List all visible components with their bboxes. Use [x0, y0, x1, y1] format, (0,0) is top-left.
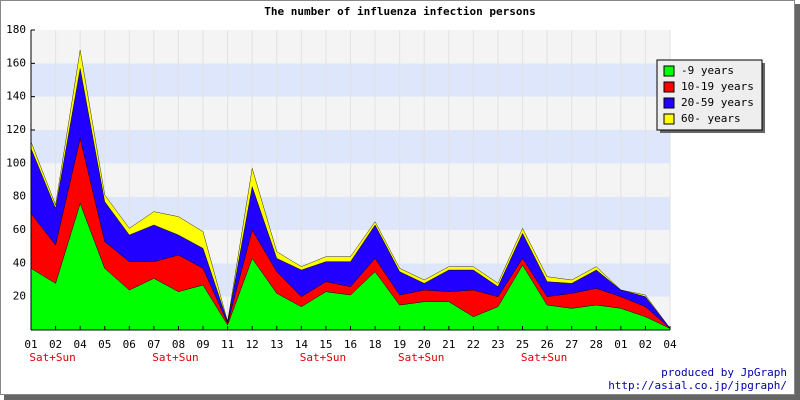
chart-title: The number of influenza infection person… [264, 5, 536, 18]
x-sublabel: Sat+Sun [29, 351, 75, 364]
x-tick-label: 22 [467, 338, 480, 351]
x-tick-label: 08 [172, 338, 185, 351]
x-tick-label: 12 [246, 338, 259, 351]
legend-label: 10-19 years [681, 80, 754, 93]
x-tick-label: 02 [639, 338, 652, 351]
y-tick-label: 100 [6, 156, 26, 169]
x-tick-label: 04 [663, 338, 677, 351]
x-tick-label: 26 [540, 338, 553, 351]
y-tick-label: 60 [13, 223, 26, 236]
legend-label: -9 years [681, 64, 734, 77]
x-tick-label: 25 [516, 338, 529, 351]
x-sublabel: Sat+Sun [398, 351, 444, 364]
x-tick-label: 01 [614, 338, 627, 351]
x-tick-label: 18 [368, 338, 381, 351]
x-tick-label: 05 [98, 338, 111, 351]
legend-label: 20-59 years [681, 96, 754, 109]
legend-swatch [663, 97, 675, 109]
legend-swatch [663, 65, 675, 77]
legend-swatch [663, 81, 675, 93]
footer-url: http://asial.co.jp/jpgraph/ [608, 379, 787, 392]
y-tick-label: 20 [13, 290, 26, 303]
x-tick-label: 13 [270, 338, 283, 351]
x-tick-label: 19 [393, 338, 406, 351]
x-tick-label: 02 [49, 338, 62, 351]
x-tick-label: 01 [24, 338, 37, 351]
y-tick-label: 140 [6, 90, 26, 103]
y-tick-label: 80 [13, 190, 26, 203]
x-tick-label: 16 [344, 338, 357, 351]
x-sublabel: Sat+Sun [521, 351, 567, 364]
x-tick-label: 09 [196, 338, 209, 351]
x-tick-label: 06 [123, 338, 136, 351]
x-tick-label: 28 [590, 338, 603, 351]
x-tick-label: 14 [295, 338, 309, 351]
x-tick-label: 21 [442, 338, 455, 351]
x-tick-label: 23 [491, 338, 504, 351]
x-sublabel: Sat+Sun [152, 351, 198, 364]
x-tick-label: 15 [319, 338, 332, 351]
x-tick-label: 04 [74, 338, 88, 351]
x-tick-label: 07 [147, 338, 160, 351]
footer-credit: produced by JpGraph [661, 366, 787, 379]
x-sublabel: Sat+Sun [300, 351, 346, 364]
y-tick-label: 180 [6, 23, 26, 36]
x-tick-label: 20 [418, 338, 431, 351]
y-tick-label: 40 [13, 256, 26, 269]
area [30, 49, 671, 329]
legend-swatch [663, 113, 675, 125]
x-tick-label: 27 [565, 338, 578, 351]
x-tick-label: 11 [221, 338, 234, 351]
y-tick-label: 120 [6, 123, 26, 136]
legend-label: 60- years [681, 112, 741, 125]
y-tick-label: 160 [6, 56, 26, 69]
